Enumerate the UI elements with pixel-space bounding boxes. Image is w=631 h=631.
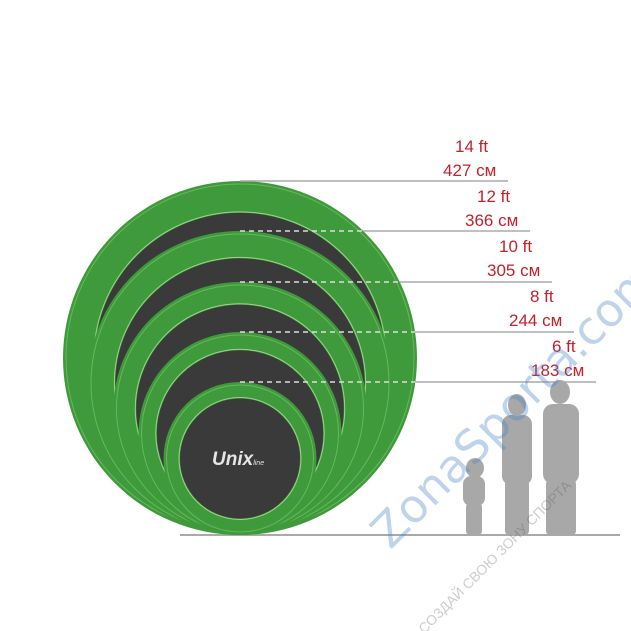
man-body (543, 404, 579, 484)
woman-head (508, 394, 526, 416)
mat-edge-4 (178, 397, 302, 520)
man-head (550, 380, 570, 404)
man-legs (546, 480, 576, 535)
label-12ft: 12 ft (477, 187, 511, 206)
label-183cm: 183 см (531, 361, 585, 380)
pad-edge-4 (166, 384, 314, 533)
label-305cm: 305 см (487, 261, 541, 280)
jump-mat-4 (180, 398, 300, 519)
label-366cm: 366 см (465, 211, 519, 230)
child-head (466, 458, 484, 478)
unix-line-logo: Unixline (212, 449, 265, 470)
label-10ft: 10 ft (499, 237, 533, 256)
woman-legs (505, 480, 529, 535)
label-8ft: 8 ft (530, 287, 554, 306)
woman-body (502, 415, 532, 485)
label-14ft: 14 ft (455, 137, 489, 156)
child-legs (466, 503, 482, 535)
label-244cm: 244 см (509, 311, 563, 330)
label-6ft: 6 ft (552, 337, 576, 356)
label-427cm: 427 см (443, 161, 497, 180)
child-body (463, 476, 485, 506)
